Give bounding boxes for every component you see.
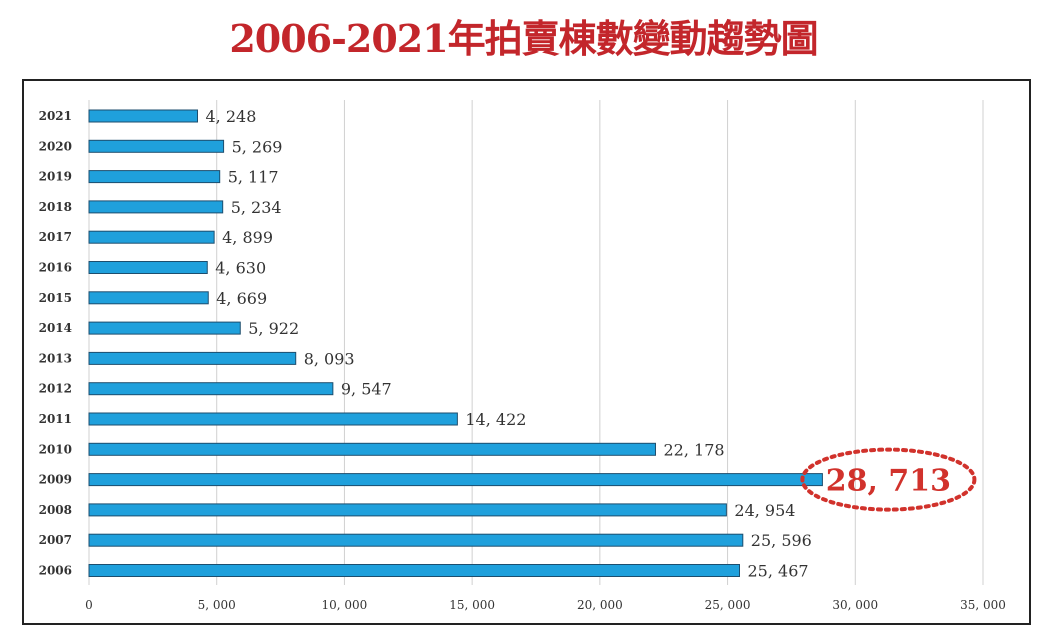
x-tick-label: 10, 000 bbox=[322, 598, 368, 612]
bar bbox=[88, 170, 221, 184]
data-label: 8, 093 bbox=[304, 349, 355, 368]
y-tick-label: 2015 bbox=[39, 291, 72, 305]
y-tick-label: 2013 bbox=[39, 351, 72, 365]
data-label: 14, 422 bbox=[465, 410, 526, 429]
y-tick-label: 2014 bbox=[39, 321, 72, 335]
data-label: 25, 596 bbox=[751, 531, 812, 550]
y-tick-label: 2009 bbox=[39, 473, 72, 487]
y-tick-label: 2008 bbox=[39, 503, 72, 517]
y-tick-label: 2011 bbox=[39, 412, 72, 426]
bar bbox=[88, 230, 215, 244]
x-tick-label: 20, 000 bbox=[577, 598, 623, 612]
data-label: 24, 954 bbox=[734, 501, 795, 520]
chart-title: 2006-2021年拍賣棟數變動趨勢圖 bbox=[229, 16, 818, 61]
data-label: 5, 269 bbox=[232, 137, 283, 156]
x-tick-label: 30, 000 bbox=[832, 598, 878, 612]
y-tick-label: 2010 bbox=[39, 442, 72, 456]
bar bbox=[88, 351, 297, 365]
x-tick-label: 35, 000 bbox=[960, 598, 1006, 612]
y-tick-label: 2016 bbox=[39, 261, 72, 275]
bar bbox=[88, 200, 224, 214]
data-label: 4, 669 bbox=[216, 289, 267, 308]
bar bbox=[88, 261, 208, 274]
data-label: 25, 467 bbox=[747, 562, 808, 581]
y-tick-label: 2019 bbox=[39, 170, 72, 184]
bar bbox=[88, 291, 209, 305]
data-label: 5, 922 bbox=[248, 319, 299, 338]
x-tick-label: 15, 000 bbox=[449, 598, 495, 612]
y-tick-label: 2020 bbox=[39, 139, 72, 153]
y-tick-label: 2018 bbox=[39, 200, 72, 214]
bar bbox=[88, 503, 727, 517]
bar bbox=[88, 442, 656, 456]
bar bbox=[88, 533, 744, 547]
y-tick-label: 2007 bbox=[39, 533, 72, 547]
bar bbox=[88, 109, 199, 123]
bar bbox=[88, 382, 334, 396]
bar bbox=[88, 564, 740, 577]
data-label-highlight: 28, 713 bbox=[826, 464, 951, 499]
data-label: 5, 234 bbox=[231, 198, 282, 217]
data-label: 22, 178 bbox=[663, 440, 724, 459]
y-tick-label: 2012 bbox=[39, 382, 72, 396]
bar bbox=[88, 139, 225, 153]
y-tick-label: 2017 bbox=[39, 230, 72, 244]
y-tick-label: 2006 bbox=[39, 564, 72, 578]
data-label: 5, 117 bbox=[228, 168, 279, 187]
y-tick-label: 2021 bbox=[39, 109, 72, 123]
chart-frame bbox=[22, 79, 1031, 625]
data-label: 9, 547 bbox=[341, 380, 392, 399]
highlight-ellipse bbox=[800, 447, 977, 512]
data-label: 4, 630 bbox=[215, 259, 266, 278]
data-label: 4, 899 bbox=[222, 228, 273, 247]
x-tick-label: 0 bbox=[85, 598, 93, 612]
data-label: 4, 248 bbox=[206, 107, 257, 126]
bar bbox=[88, 412, 458, 426]
x-tick-label: 5, 000 bbox=[198, 598, 236, 612]
bar bbox=[88, 321, 241, 335]
bar bbox=[88, 473, 823, 487]
x-tick-label: 25, 000 bbox=[705, 598, 751, 612]
